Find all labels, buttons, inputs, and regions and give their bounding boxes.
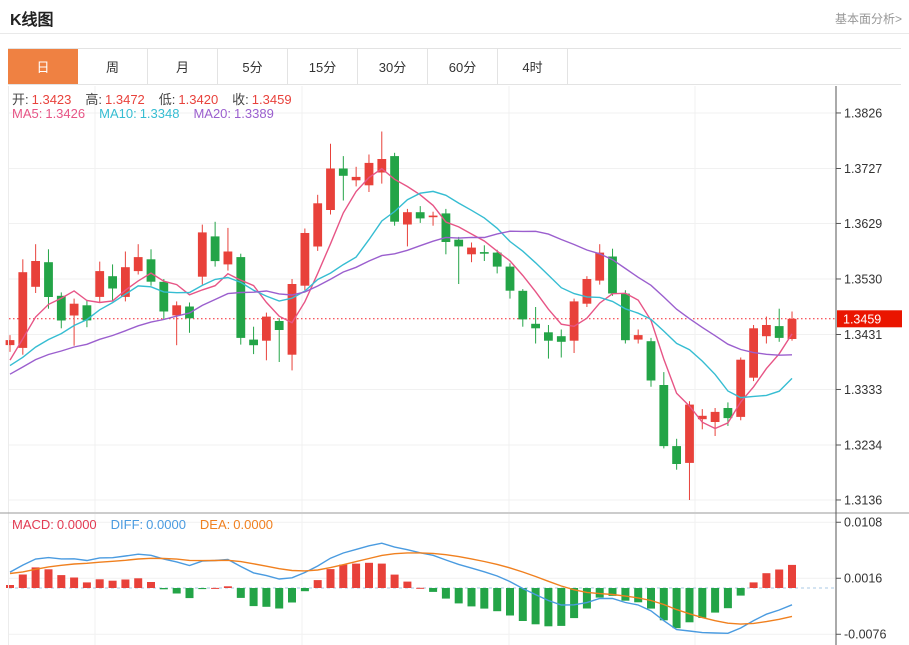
page-title: K线图 bbox=[10, 12, 54, 29]
current-price-badge-text: 1.3459 bbox=[843, 312, 881, 326]
close-label: 收: bbox=[232, 92, 249, 107]
period-tab-1[interactable]: 周 bbox=[78, 49, 148, 84]
macd-axis-label: 0.0016 bbox=[844, 572, 882, 586]
ma20-label: MA20: bbox=[193, 106, 232, 121]
fundamental-analysis-link[interactable]: 基本面分析> bbox=[834, 12, 902, 26]
price-axis-label: 1.3530 bbox=[844, 272, 882, 286]
current-price-badge bbox=[837, 310, 902, 328]
main-chart-plot[interactable] bbox=[9, 86, 836, 512]
diff-value: 0.0000 bbox=[146, 517, 186, 532]
period-tab-4[interactable]: 15分 bbox=[288, 49, 358, 84]
period-tab-3[interactable]: 5分 bbox=[218, 49, 288, 84]
ma20-line bbox=[9, 230, 793, 375]
period-tab-7[interactable]: 4时 bbox=[498, 49, 568, 84]
period-tab-2[interactable]: 月 bbox=[148, 49, 218, 84]
header-divider bbox=[0, 33, 909, 34]
ma5-line bbox=[9, 167, 793, 430]
diff-line bbox=[9, 542, 793, 635]
close-value: 1.3459 bbox=[251, 92, 292, 107]
price-axis-label: 1.3431 bbox=[844, 328, 882, 342]
price-axis-label: 1.3234 bbox=[844, 438, 882, 452]
ohlc-row: 开: 1.3423 高: 1.3472 低: 1.3420 收: 1.3459 bbox=[12, 89, 295, 108]
dea-value: 0.0000 bbox=[233, 517, 274, 532]
low-value: 1.3420 bbox=[178, 92, 219, 107]
ma10-label: MA10: bbox=[99, 106, 137, 121]
macd-value: 0.0000 bbox=[56, 517, 97, 532]
low-label: 低: bbox=[158, 92, 176, 107]
ma5-value: 1.3426 bbox=[45, 106, 86, 121]
high-label: 高: bbox=[85, 92, 103, 107]
high-value: 1.3472 bbox=[105, 92, 145, 107]
macd-plot[interactable] bbox=[9, 514, 836, 645]
ma10-value: 1.3348 bbox=[139, 106, 180, 121]
macd-row: MACD: 0.0000 DIFF: 0.0000 DEA: 0.0000 bbox=[12, 517, 276, 532]
ma-row: MA5: 1.3426 MA10: 1.3348 MA20: 1.3389 bbox=[12, 106, 277, 121]
ma5-label: MA5: bbox=[12, 106, 43, 121]
dea-line bbox=[9, 552, 793, 625]
ma20-value: 1.3389 bbox=[234, 106, 274, 121]
price-axis-label: 1.3136 bbox=[844, 493, 882, 507]
price-axis-label: 1.3826 bbox=[844, 106, 882, 120]
diff-label: DIFF: bbox=[110, 517, 144, 532]
period-tab-5[interactable]: 30分 bbox=[358, 49, 428, 84]
price-axis-label: 1.3629 bbox=[844, 217, 882, 231]
price-axis-label: 1.3333 bbox=[844, 383, 882, 397]
macd-axis-label: -0.0076 bbox=[844, 628, 886, 642]
period-tab-0[interactable]: 日 bbox=[8, 49, 78, 84]
macd-axis-label: 0.0108 bbox=[844, 516, 882, 530]
period-tab-6[interactable]: 60分 bbox=[428, 49, 498, 84]
open-label: 开: bbox=[12, 92, 29, 107]
ma10-line bbox=[9, 190, 793, 399]
period-tabbar: 日周月 5分 15分 30分 60分 4时 bbox=[8, 48, 901, 85]
macd-label: MACD: bbox=[12, 517, 54, 532]
price-axis-label: 1.3727 bbox=[844, 162, 882, 176]
open-value: 1.3423 bbox=[31, 92, 72, 107]
dea-label: DEA: bbox=[199, 517, 231, 532]
